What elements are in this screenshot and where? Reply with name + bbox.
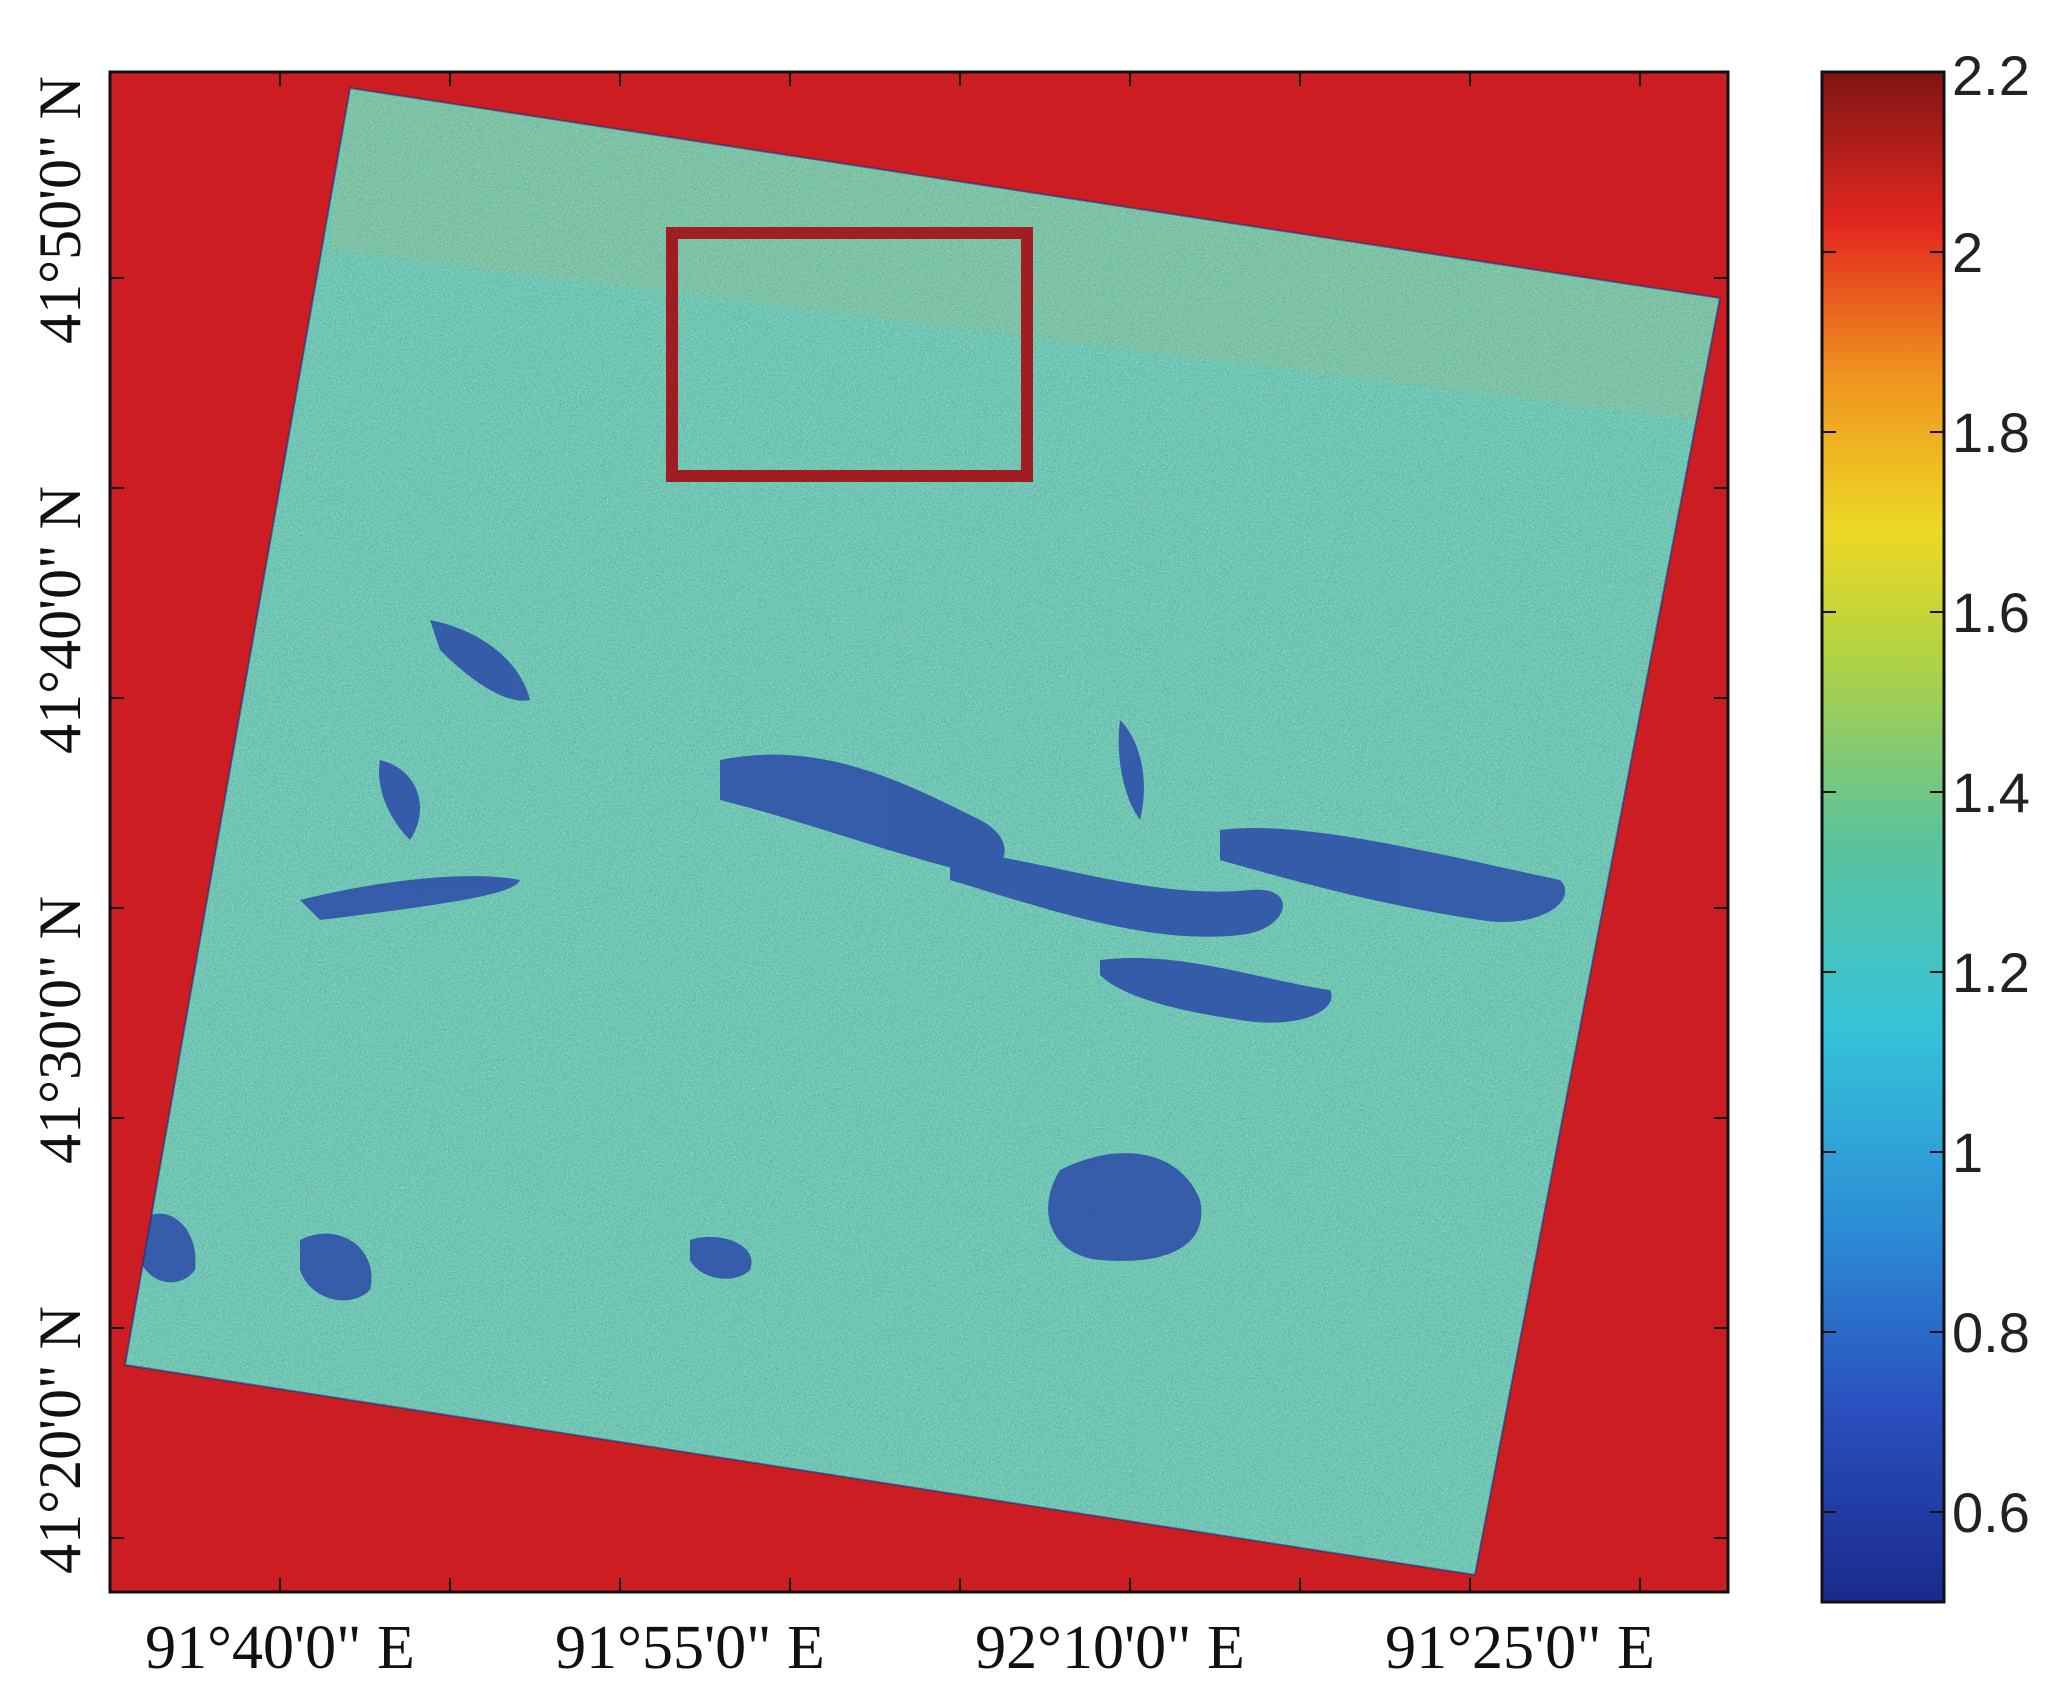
map-ticks [110,72,1728,1592]
colorbar-tick-label: 0.8 [1952,1301,2030,1364]
highlight-box [666,227,1033,482]
colorbar-tick-label: 2.2 [1952,44,2030,107]
colorbar-tick-label: 1.8 [1952,401,2030,464]
sar-swath [125,88,1720,1575]
lon-label-1: 91°40'0" E [145,1614,415,1682]
colorbar-tick-label: 2 [1952,221,1983,284]
lon-label-2: 91°55'0" E [555,1614,825,1682]
colorbar-tick-label: 1.6 [1952,581,2030,644]
lat-label-3: 41°30'0" N [27,896,93,1164]
lat-label-4: 41°20'0" N [27,1306,93,1574]
swath-boundary [123,86,1722,1577]
lon-label-4: 91°25'0" E [1385,1614,1655,1682]
lat-label-2: 41°40'0" N [27,486,93,754]
lon-label-3: 92°10'0" E [975,1614,1245,1682]
colorbar-tick-label: 1.2 [1952,941,2030,1004]
map-frame [108,70,1730,1594]
colorbar-tick-label: 1.4 [1952,761,2030,824]
colorbar [1820,70,1946,1604]
colorbar-ticks: 2.2 2 1.8 1.6 1.4 1.2 1 0.8 0.6 [1822,44,2030,1544]
lat-label-1: 41°50'0" N [27,76,93,344]
colorbar-tick-label: 1 [1952,1121,1983,1184]
colorbar-tick-label: 0.6 [1952,1481,2030,1544]
